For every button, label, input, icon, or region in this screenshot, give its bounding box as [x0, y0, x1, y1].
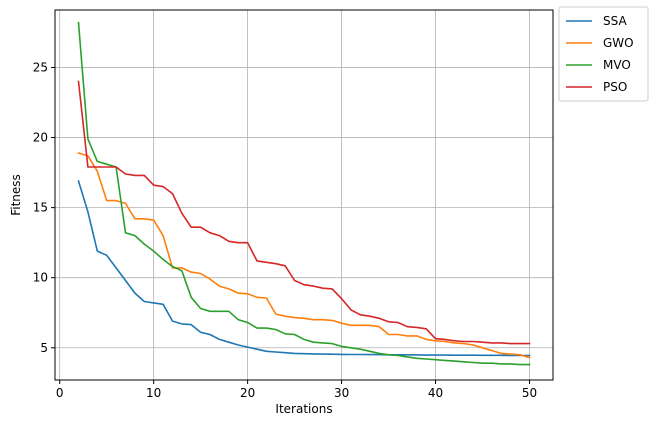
x-tick-label: 10 [146, 386, 161, 400]
series-line-ssa [77, 180, 531, 357]
series-line-mvo [77, 21, 531, 366]
legend: SSA GWO MVO PSO [558, 6, 649, 102]
x-axis-label: Iterations [275, 402, 332, 416]
series-line-gwo [77, 152, 531, 359]
grid [55, 10, 553, 380]
legend-label-pso: PSO [603, 80, 627, 94]
x-tick-label: 30 [334, 386, 349, 400]
series-line-pso [77, 80, 531, 345]
x-tick-label: 20 [240, 386, 255, 400]
y-tick-label: 10 [33, 271, 48, 285]
plot-frame [54, 9, 554, 381]
y-tick-label: 15 [33, 201, 48, 215]
y-axis-label: Fitness [9, 174, 23, 216]
x-tick-label: 50 [522, 386, 537, 400]
axis-ticks: 0 10 20 30 40 50 5 10 15 20 25 [33, 60, 537, 400]
legend-label-mvo: MVO [603, 58, 631, 72]
y-tick-label: 25 [33, 60, 48, 74]
y-tick-label: 20 [33, 131, 48, 145]
x-tick-label: 0 [56, 386, 64, 400]
legend-box [558, 6, 649, 102]
legend-label-ssa: SSA [603, 14, 627, 28]
y-tick-label: 5 [40, 341, 48, 355]
legend-label-gwo: GWO [603, 36, 634, 50]
x-tick-label: 40 [428, 386, 443, 400]
series-lines [77, 21, 531, 366]
